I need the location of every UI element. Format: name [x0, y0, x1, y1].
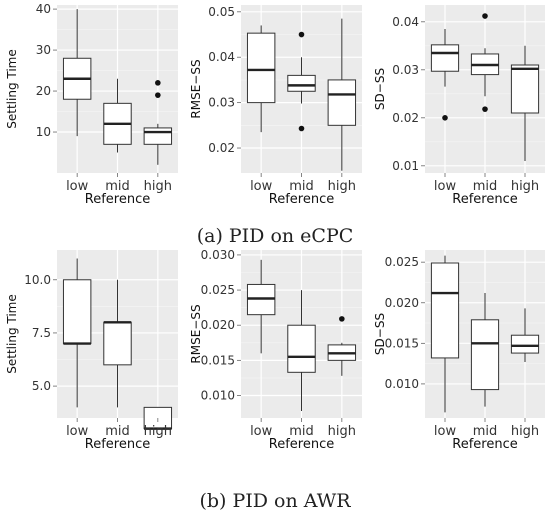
x-tick-label: low	[434, 179, 457, 194]
box-mid	[287, 74, 316, 92]
x-tick-label: high	[511, 179, 539, 194]
box-plot-panel-5: 0.010 0.015 0.020 0.025 0.030 low mid highRefer…	[189, 248, 362, 452]
outlier-point	[298, 125, 305, 132]
y-tick-label: 0.010	[385, 377, 419, 391]
y-tick-label: 0.025	[201, 283, 235, 297]
outlier-point	[482, 106, 488, 112]
box-low	[62, 279, 92, 345]
y-tick-label: 0.015	[385, 336, 419, 350]
x-tick-label: low	[66, 179, 89, 194]
x-axis-title: Reference	[269, 192, 334, 207]
y-tick-label: 0.02	[208, 141, 235, 155]
x-tick-label: mid	[289, 179, 314, 194]
x-tick-label: high	[328, 179, 356, 194]
y-axis-title: Settling Time	[5, 49, 19, 128]
outlier-point	[155, 80, 161, 86]
caption-a: (a) PID on eCPC	[196, 225, 354, 247]
outlier-point	[298, 31, 305, 38]
box-mid	[103, 321, 132, 366]
y-axis-title: SD−SS	[373, 68, 387, 110]
x-tick-label: low	[250, 179, 273, 194]
outlier-point	[155, 92, 161, 98]
x-tick-label: low	[434, 424, 457, 439]
x-tick-label: high	[511, 424, 539, 439]
y-axis-title: SD−SS	[373, 313, 387, 355]
x-axis-title: Reference	[85, 192, 150, 207]
y-tick-label: 0.030	[201, 248, 235, 262]
outlier-point	[482, 13, 488, 19]
box-high	[143, 127, 173, 145]
x-tick-label: mid	[473, 424, 498, 439]
box-high	[510, 334, 540, 354]
x-tick-label: mid	[289, 424, 314, 439]
box-low	[246, 32, 276, 104]
box-mid	[470, 319, 500, 391]
y-tick-label: 0.04	[208, 50, 235, 64]
y-tick-label: 40	[36, 2, 51, 16]
y-tick-label: 10.0	[24, 273, 51, 287]
x-tick-label: high	[144, 424, 172, 439]
y-tick-label: 0.03	[208, 96, 235, 110]
y-tick-label: 0.01	[392, 159, 419, 173]
y-tick-label: 0.05	[208, 5, 235, 19]
x-tick-label: high	[144, 179, 172, 194]
y-axis-title: RMSE−SS	[189, 304, 203, 363]
y-tick-label: 30	[36, 43, 51, 57]
y-tick-label: 0.025	[385, 255, 419, 269]
y-tick-label: 0.04	[392, 15, 419, 29]
caption-b: (b) PID on AWR	[199, 490, 351, 512]
y-axis-title: RMSE−SS	[189, 59, 203, 118]
y-tick-label: 0.020	[385, 296, 419, 310]
x-axis-title: Reference	[85, 437, 150, 452]
y-tick-label: 0.010	[201, 389, 235, 403]
x-tick-label: low	[250, 424, 273, 439]
x-tick-label: mid	[473, 179, 498, 194]
y-axis-title: Settling Time	[5, 294, 19, 373]
x-axis-title: Reference	[452, 437, 517, 452]
y-tick-label: 10	[36, 125, 51, 139]
box-high	[510, 64, 540, 114]
y-tick-label: 7.5	[32, 326, 51, 340]
x-tick-label: low	[66, 424, 89, 439]
x-tick-label: mid	[105, 179, 130, 194]
outlier-point	[339, 316, 345, 322]
box-high	[327, 79, 357, 126]
x-tick-label: mid	[105, 424, 130, 439]
y-tick-label: 0.020	[201, 318, 235, 332]
box-low	[430, 262, 460, 359]
y-tick-label: 20	[36, 84, 51, 98]
box-mid	[287, 324, 316, 373]
x-axis-title: Reference	[452, 192, 517, 207]
box-low	[430, 44, 460, 72]
y-tick-label: 0.015	[201, 353, 235, 367]
x-tick-label: high	[328, 424, 356, 439]
outlier-point	[442, 115, 448, 121]
y-tick-label: 0.03	[392, 63, 419, 77]
y-tick-label: 0.02	[392, 111, 419, 125]
x-axis-title: Reference	[269, 437, 334, 452]
y-tick-label: 5.0	[32, 379, 51, 393]
